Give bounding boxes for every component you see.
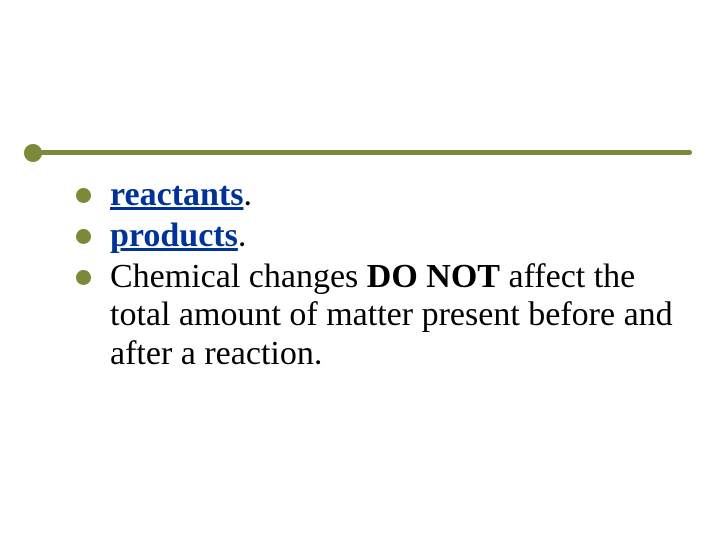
- list-item: reactants.: [76, 176, 676, 215]
- list-item: products.: [76, 217, 676, 256]
- list-item: Chemical changes DO NOT affect the total…: [76, 258, 676, 374]
- prefix-text: Chemical changes: [110, 258, 367, 295]
- term-text: products: [110, 217, 238, 254]
- tail-text: .: [238, 217, 247, 254]
- rule-cap-icon: [24, 144, 42, 162]
- tail-text: .: [243, 176, 252, 213]
- term-text: reactants: [110, 176, 243, 213]
- slide: reactants. products. Chemical changes DO…: [0, 0, 720, 540]
- bullet-list: reactants. products. Chemical changes DO…: [76, 176, 676, 374]
- content-area: reactants. products. Chemical changes DO…: [76, 176, 676, 376]
- horizontal-rule: [28, 150, 692, 155]
- emph-text: DO NOT: [367, 258, 500, 295]
